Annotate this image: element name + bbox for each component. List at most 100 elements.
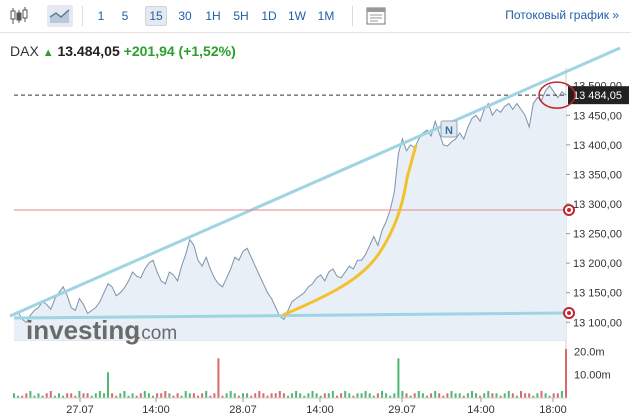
volume-bar xyxy=(556,393,559,398)
volume-bar xyxy=(176,393,179,398)
toolbar-separator xyxy=(352,6,353,26)
volume-bar xyxy=(217,358,220,398)
volume-bar xyxy=(139,393,142,398)
volume-bar xyxy=(266,395,269,398)
price-tick-label: 13 300,00 xyxy=(573,199,622,211)
volume-bar xyxy=(94,393,97,398)
volume-bar xyxy=(364,391,367,398)
volume-bar xyxy=(25,393,28,398)
volume-bar xyxy=(360,393,363,398)
volume-bar xyxy=(131,393,134,398)
timeframe-1d[interactable]: 1D xyxy=(261,9,277,23)
volume-bar xyxy=(560,391,563,398)
volume-bar xyxy=(209,395,212,398)
volume-bar xyxy=(413,393,416,398)
news-marker-label: N xyxy=(445,125,453,137)
volume-bar xyxy=(107,372,109,398)
volume-bar xyxy=(111,393,114,398)
volume-bar xyxy=(205,391,208,398)
time-tick-label: 18:00 xyxy=(539,404,567,416)
timeframe-30[interactable]: 30 xyxy=(178,9,192,23)
volume-bar xyxy=(479,395,482,398)
volume-bar xyxy=(368,393,371,398)
volume-bar xyxy=(401,391,404,398)
volume-bar xyxy=(258,391,261,398)
price-tick-label: 13 100,00 xyxy=(573,317,622,329)
volume-bar xyxy=(540,391,543,398)
volume-bar xyxy=(372,395,375,398)
volume-bar xyxy=(37,393,40,398)
current-price-label: 13 484,05 xyxy=(573,90,622,102)
volume-bar xyxy=(201,393,204,398)
volume-bar xyxy=(115,395,118,398)
indicators-panel-icon[interactable] xyxy=(364,5,388,27)
volume-bar xyxy=(270,393,273,398)
volume-bar xyxy=(495,393,498,398)
price-marker-circle[interactable] xyxy=(538,81,576,109)
streaming-chart-link[interactable]: Потоковый график » xyxy=(505,8,619,22)
volume-bar xyxy=(156,393,159,398)
support-trendline[interactable] xyxy=(13,311,567,320)
volume-bar xyxy=(254,393,257,398)
volume-bar xyxy=(282,393,285,398)
volume-bar xyxy=(74,395,77,398)
volume-bar xyxy=(62,395,65,398)
area-chart-icon[interactable] xyxy=(47,5,73,27)
volume-bar xyxy=(454,393,457,398)
timeframe-5h[interactable]: 5H xyxy=(233,9,249,23)
volume-bar xyxy=(385,393,388,398)
timeframe-5[interactable]: 5 xyxy=(121,9,129,23)
parabolic-curve[interactable] xyxy=(282,144,418,317)
volume-bar xyxy=(393,393,396,398)
volume-bar xyxy=(446,393,449,398)
volume-bar xyxy=(66,393,69,398)
volume-bar xyxy=(548,395,551,398)
candlestick-chart-icon[interactable] xyxy=(6,5,30,27)
volume-bar xyxy=(262,393,265,398)
timeframe-1h[interactable]: 1H xyxy=(205,9,221,23)
volume-bar xyxy=(147,393,150,398)
volume-bar xyxy=(487,391,490,398)
volume-bar xyxy=(13,393,15,398)
price-change-pct: (+1,52%) xyxy=(178,43,236,59)
time-axis: 27.07 14:00 28.07 14:00 29.07 14:00 18:00 xyxy=(14,397,567,416)
volume-bar xyxy=(197,395,199,398)
timeframe-1[interactable]: 1 xyxy=(97,9,105,23)
volume-bar xyxy=(58,393,60,398)
news-marker[interactable]: N xyxy=(440,120,458,138)
timeframe-1w[interactable]: 1W xyxy=(288,9,306,23)
volume-bar xyxy=(438,393,441,398)
price-tick-label: 13 350,00 xyxy=(573,169,622,181)
volume-bar xyxy=(127,395,130,398)
volume-bar xyxy=(103,393,105,398)
last-price: 13.484,05 xyxy=(57,43,120,59)
timeframe-1m[interactable]: 1M xyxy=(317,9,335,23)
volume-bar xyxy=(520,391,522,398)
volume-bar xyxy=(152,395,154,398)
support-line-handle-dot xyxy=(567,311,571,315)
volume-bar xyxy=(160,393,163,398)
volume-bar xyxy=(143,391,146,398)
volume-bar xyxy=(552,393,555,398)
rising-trendline[interactable] xyxy=(9,46,621,318)
volume-bar xyxy=(434,391,437,398)
volume-bar xyxy=(237,395,240,398)
volume-bar xyxy=(17,395,20,398)
volume-bar xyxy=(41,395,44,398)
volume-bar xyxy=(356,393,359,398)
volume-bar xyxy=(348,393,351,398)
volume-bar xyxy=(192,393,195,398)
volume-bar xyxy=(246,393,249,398)
volume-bar xyxy=(295,391,298,398)
timeframe-15[interactable]: 15 xyxy=(145,6,167,26)
volume-bar xyxy=(90,395,93,398)
volume-bar xyxy=(311,391,314,398)
volume-bar xyxy=(315,393,318,398)
chart-toolbar: 1 5 15 30 1H 5H 1D 1W 1M Потоковый график » xyxy=(0,0,631,33)
volume-bar xyxy=(565,349,567,398)
volume-bar xyxy=(491,393,494,398)
volume-bar xyxy=(344,391,347,398)
volume-bar xyxy=(21,395,24,398)
